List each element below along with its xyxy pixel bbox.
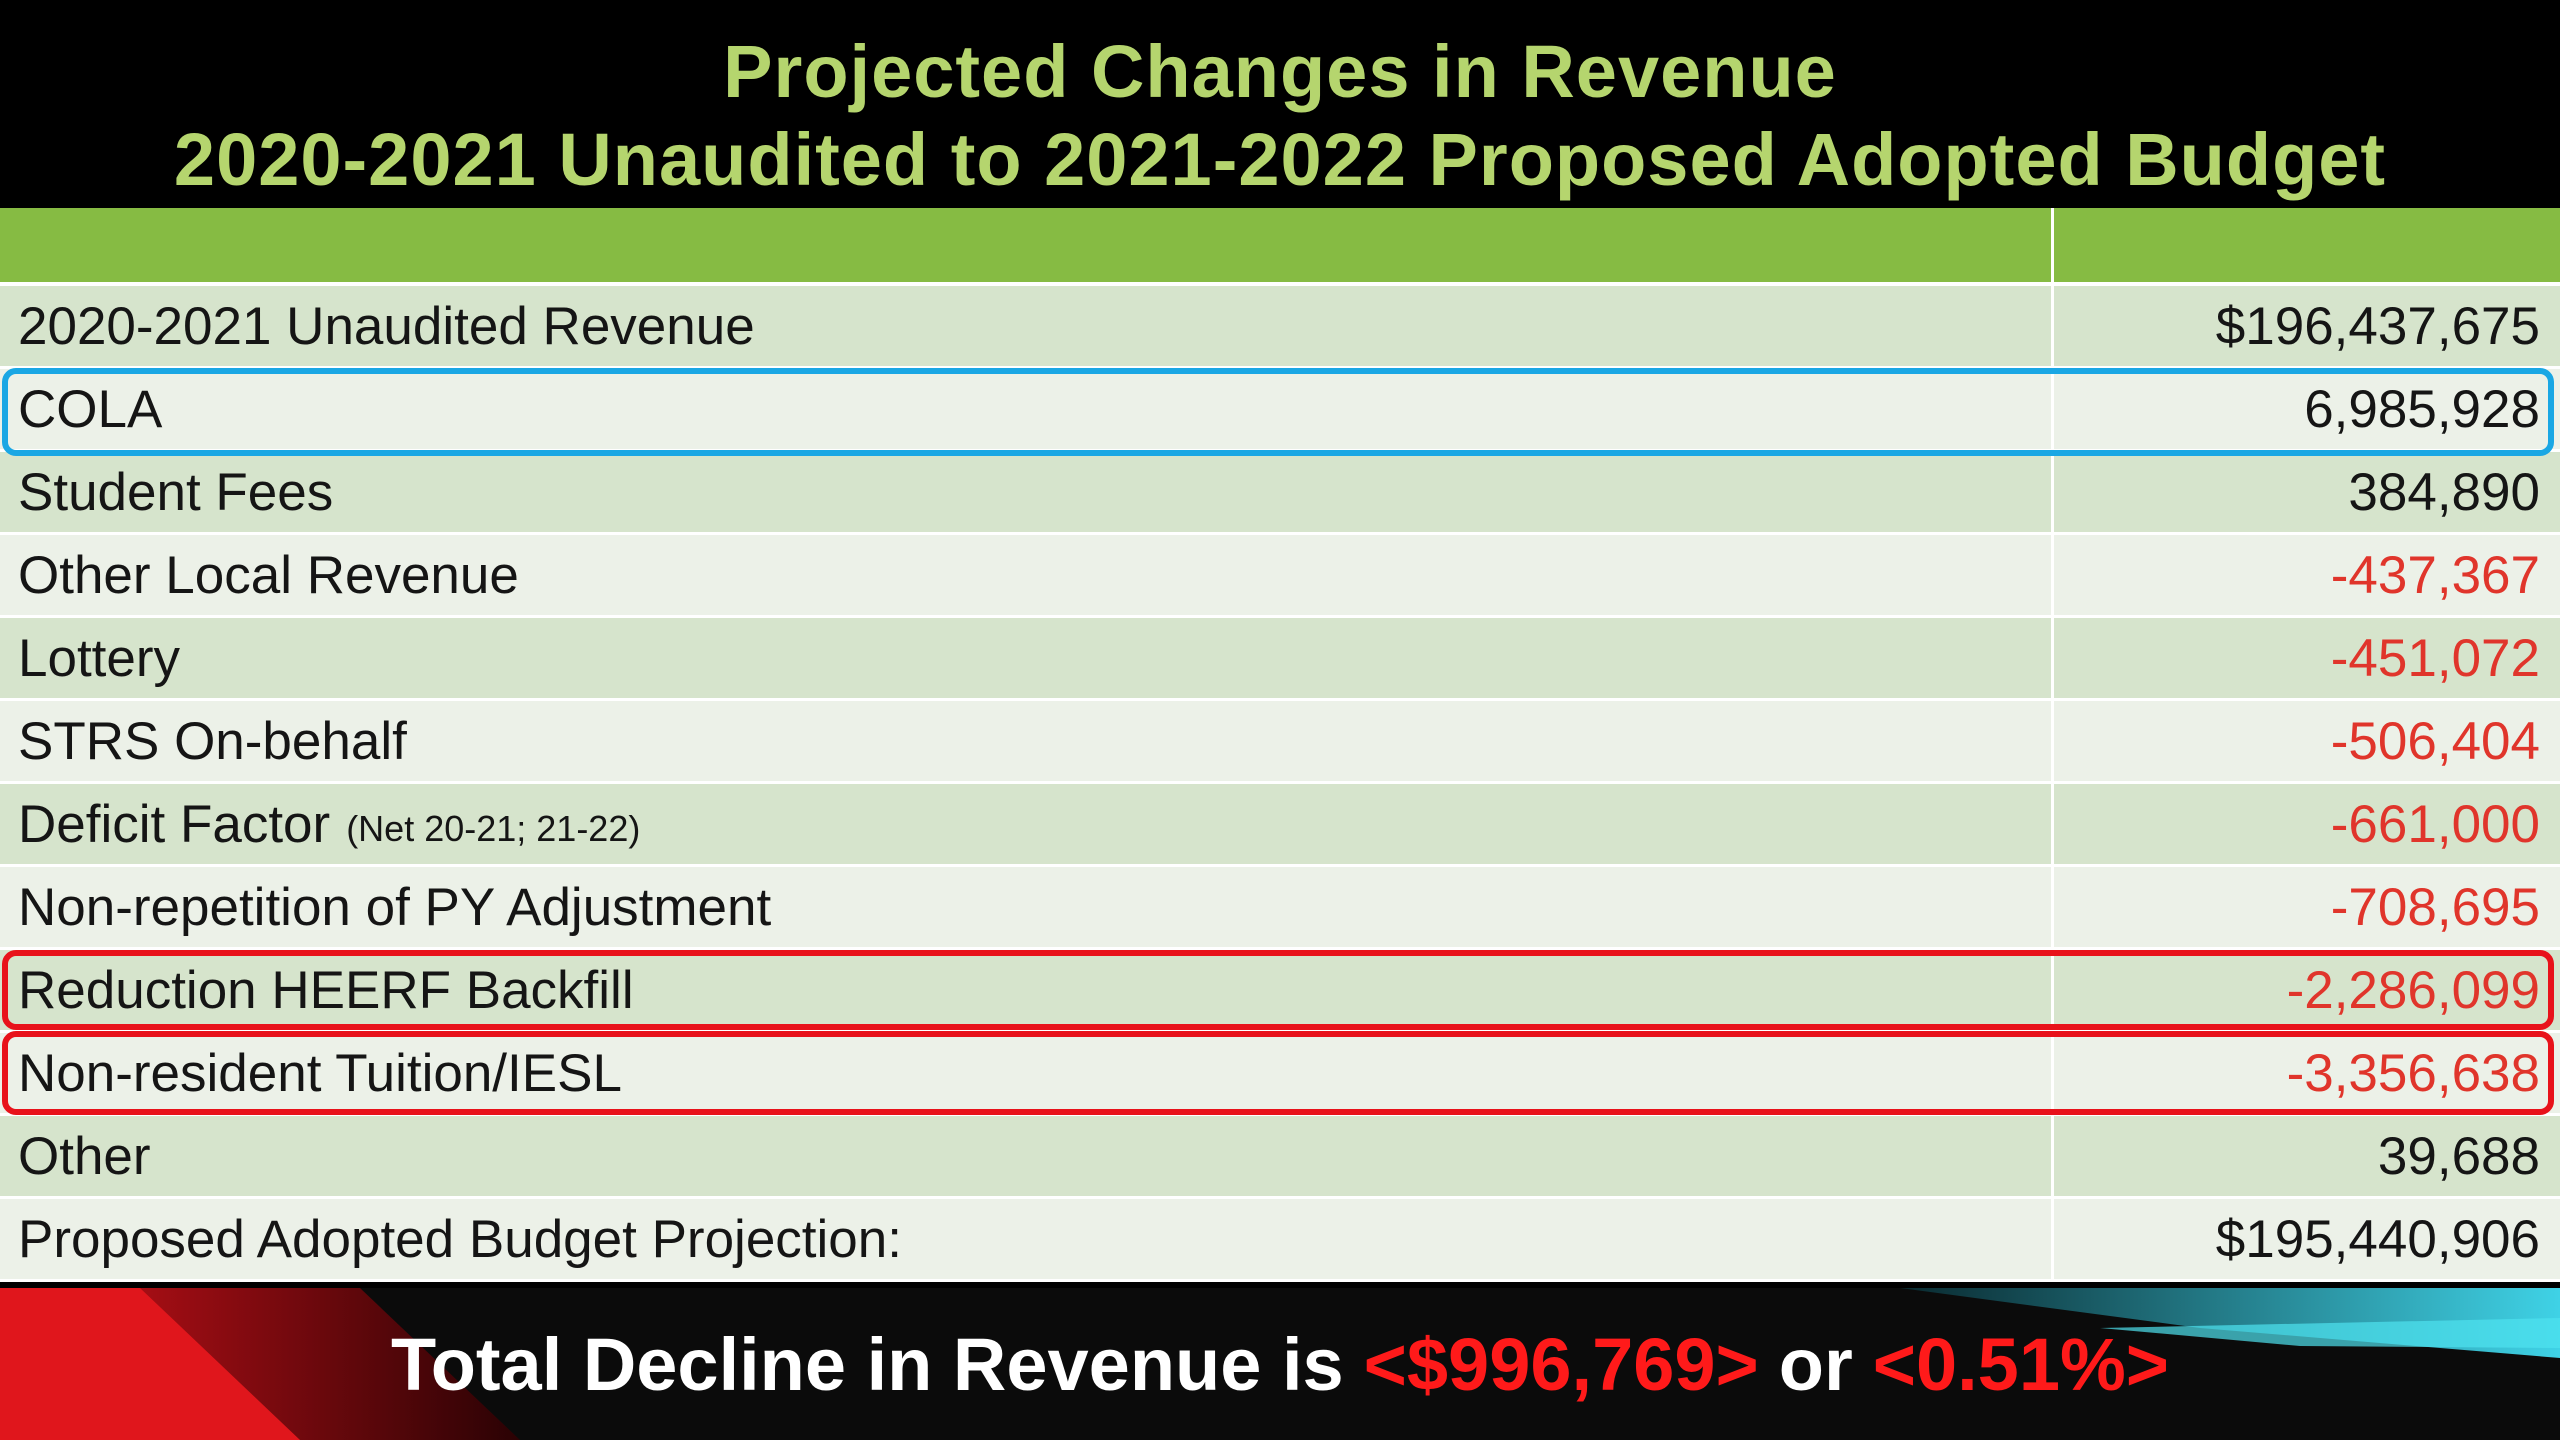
- row-label-text: Other Local Revenue: [18, 545, 519, 605]
- row-value: -2,286,099: [2054, 950, 2560, 1030]
- row-label-text: COLA: [18, 379, 163, 439]
- table-row: Non-repetition of PY Adjustment -708,695: [0, 867, 2560, 950]
- table-header-row: [0, 208, 2560, 286]
- decline-percent: <0.51%>: [1872, 1322, 2170, 1406]
- row-label: STRS On-behalf: [0, 701, 2054, 781]
- table-row: Reduction HEERF Backfill -2,286,099: [0, 950, 2560, 1033]
- row-label: Proposed Adopted Budget Projection:: [0, 1199, 2054, 1279]
- revenue-table: 2020-2021 Unaudited Revenue $196,437,675…: [0, 208, 2560, 1282]
- row-value: -708,695: [2054, 867, 2560, 947]
- row-note: (Net 20-21; 21-22): [346, 808, 641, 849]
- table-row: Other 39,688: [0, 1116, 2560, 1199]
- table-row: Proposed Adopted Budget Projection: $195…: [0, 1199, 2560, 1282]
- row-label-text: STRS On-behalf: [18, 711, 407, 771]
- row-label: Reduction HEERF Backfill: [0, 950, 2054, 1030]
- table-row: Student Fees 384,890: [0, 452, 2560, 535]
- row-value: 384,890: [2054, 452, 2560, 532]
- table-row: Deficit Factor (Net 20-21; 21-22) -661,00…: [0, 784, 2560, 867]
- table-row: Lottery -451,072: [0, 618, 2560, 701]
- header-cell-label: [0, 208, 2054, 282]
- row-value: -3,356,638: [2054, 1033, 2560, 1113]
- row-value: -451,072: [2054, 618, 2560, 698]
- row-value: -437,367: [2054, 535, 2560, 615]
- decline-amount: <$996,769>: [1363, 1322, 1759, 1406]
- table-row: STRS On-behalf -506,404: [0, 701, 2560, 784]
- table-row: 2020-2021 Unaudited Revenue $196,437,675: [0, 286, 2560, 369]
- summary-conjunction: or: [1778, 1322, 1853, 1406]
- row-label: Deficit Factor (Net 20-21; 21-22): [0, 784, 2054, 864]
- row-label-text: Student Fees: [18, 462, 334, 522]
- title-line-2: 2020-2021 Unaudited to 2021-2022 Propose…: [173, 118, 2387, 201]
- title-line-1: Projected Changes in Revenue: [723, 30, 1837, 113]
- row-label: COLA: [0, 369, 2054, 449]
- row-label-text: Deficit Factor: [18, 794, 331, 854]
- row-label-text: Proposed Adopted Budget Projection:: [18, 1209, 902, 1269]
- row-value: 6,985,928: [2054, 369, 2560, 449]
- row-label: Lottery: [0, 618, 2054, 698]
- slide-title: Projected Changes in Revenue 2020-2021 U…: [0, 0, 2560, 206]
- banner-background: [0, 1288, 2560, 1440]
- row-label-text: Reduction HEERF Backfill: [18, 960, 634, 1020]
- row-label-text: Non-resident Tuition/IESL: [18, 1043, 622, 1103]
- summary-banner: Total Decline in Revenue is <$996,769> o…: [0, 1288, 2560, 1440]
- table-row: Other Local Revenue -437,367: [0, 535, 2560, 618]
- row-value: $196,437,675: [2054, 286, 2560, 366]
- summary-text: Total Decline in Revenue is <$996,769> o…: [0, 1288, 2560, 1440]
- row-label: Student Fees: [0, 452, 2054, 532]
- row-label: Non-repetition of PY Adjustment: [0, 867, 2054, 947]
- row-label: 2020-2021 Unaudited Revenue: [0, 286, 2054, 366]
- row-label-text: Lottery: [18, 628, 181, 688]
- summary-prefix: Total Decline in Revenue is: [390, 1322, 1344, 1406]
- row-value: $195,440,906: [2054, 1199, 2560, 1279]
- header-cell-value: [2054, 208, 2560, 282]
- row-value: -506,404: [2054, 701, 2560, 781]
- row-label-text: 2020-2021 Unaudited Revenue: [18, 296, 755, 356]
- row-label: Other Local Revenue: [0, 535, 2054, 615]
- table-row: COLA 6,985,928: [0, 369, 2560, 452]
- row-value: -661,000: [2054, 784, 2560, 864]
- row-label: Non-resident Tuition/IESL: [0, 1033, 2054, 1113]
- row-label-text: Non-repetition of PY Adjustment: [18, 877, 772, 937]
- row-label-text: Other: [18, 1126, 151, 1186]
- table-row: Non-resident Tuition/IESL -3,356,638: [0, 1033, 2560, 1116]
- row-label: Other: [0, 1116, 2054, 1196]
- row-value: 39,688: [2054, 1116, 2560, 1196]
